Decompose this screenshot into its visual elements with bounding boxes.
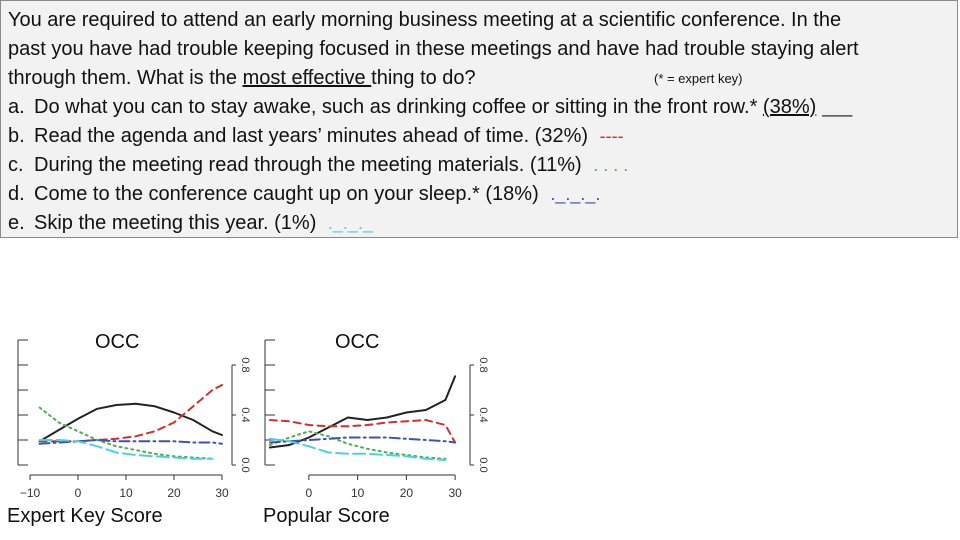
option-letter: a. bbox=[8, 96, 25, 118]
chart-1-title: OCC bbox=[95, 331, 140, 353]
x-tick-label: 0 bbox=[306, 486, 313, 500]
x-tick-label: 10 bbox=[351, 486, 365, 500]
series-line-c bbox=[38, 406, 214, 460]
series-line-b bbox=[268, 419, 457, 444]
x-tick-label: 20 bbox=[167, 486, 181, 500]
right-y-tick-label: 0.8 bbox=[477, 357, 489, 372]
x-tick-label: 10 bbox=[119, 486, 133, 500]
option-text: Come to the conference caught up on your… bbox=[34, 183, 545, 205]
option-letter: e. bbox=[8, 212, 25, 234]
right-y-tick-label: 0.4 bbox=[239, 407, 250, 422]
question-line-1: You are required to attend an early morn… bbox=[8, 9, 842, 31]
x-tick-label: 30 bbox=[215, 486, 229, 500]
option-b: b. Read the agenda and last years’ minute… bbox=[8, 122, 859, 151]
legend-mark-c: . . . . bbox=[593, 155, 629, 175]
question-line-2: past you have had trouble keeping focuse… bbox=[8, 38, 859, 60]
question-text: You are required to attend an early morn… bbox=[8, 6, 859, 238]
option-text: Skip the meeting this year. (1%) bbox=[34, 212, 322, 234]
popular-score-chart: 0 10 20 30 0.0 0.4 0.8 bbox=[264, 339, 489, 500]
series-line-b bbox=[38, 384, 223, 443]
option-e: e. Skip the meeting this year. (1%) ._._.… bbox=[8, 209, 859, 238]
expert-key-chart: −10 0 10 20 30 0.0 0.4 0.8 bbox=[17, 339, 250, 500]
question-prefix: through them. What is the bbox=[8, 67, 243, 89]
option-text: During the meeting read through the meet… bbox=[34, 154, 588, 176]
chart-2-caption: Popular Score bbox=[263, 505, 390, 527]
legend-mark-a: ___ bbox=[822, 97, 853, 117]
series-line-d bbox=[268, 436, 457, 444]
right-y-tick-label: 0.0 bbox=[477, 457, 489, 472]
x-tick-label: 0 bbox=[75, 486, 82, 500]
x-tick-label: −10 bbox=[20, 486, 41, 500]
option-d: d. Come to the conference caught up on yo… bbox=[8, 180, 859, 209]
option-letter: c. bbox=[8, 154, 24, 176]
legend-mark-e: ._._._ bbox=[327, 213, 373, 233]
option-a-percent: (38%) bbox=[762, 96, 817, 118]
series-line-e bbox=[268, 437, 447, 461]
option-a: a. Do what you can to stay awake, such as… bbox=[8, 93, 859, 122]
question-emphasis: most effective bbox=[242, 67, 372, 89]
series-line-e bbox=[38, 439, 214, 460]
series-line-c bbox=[268, 430, 447, 460]
right-y-tick-label: 0.0 bbox=[239, 457, 250, 472]
chart-2-title: OCC bbox=[335, 331, 380, 353]
option-letter: b. bbox=[8, 125, 25, 147]
question-line-3: through them. What is the most effective… bbox=[8, 64, 859, 93]
option-text: Do what you can to stay awake, such as d… bbox=[34, 96, 763, 118]
option-text: Read the agenda and last years’ minutes … bbox=[34, 125, 594, 147]
expert-key-note: (* = expert key) bbox=[654, 71, 743, 86]
legend-mark-d: ._._._. bbox=[550, 184, 601, 204]
right-y-tick-label: 0.8 bbox=[239, 357, 250, 372]
series-line-d bbox=[38, 439, 223, 445]
legend-mark-b: ---- bbox=[599, 126, 624, 146]
right-y-tick-label: 0.4 bbox=[477, 407, 489, 422]
question-suffix: thing to do? bbox=[371, 67, 476, 89]
chart-1-caption: Expert Key Score bbox=[7, 505, 163, 527]
question-box: You are required to attend an early morn… bbox=[0, 0, 958, 238]
option-c: c. During the meeting read through the me… bbox=[8, 151, 859, 180]
option-letter: d. bbox=[8, 183, 25, 205]
x-tick-label: 30 bbox=[448, 486, 462, 500]
series-line-a bbox=[38, 402, 223, 443]
series-line-a bbox=[268, 375, 457, 449]
x-tick-label: 20 bbox=[400, 486, 414, 500]
